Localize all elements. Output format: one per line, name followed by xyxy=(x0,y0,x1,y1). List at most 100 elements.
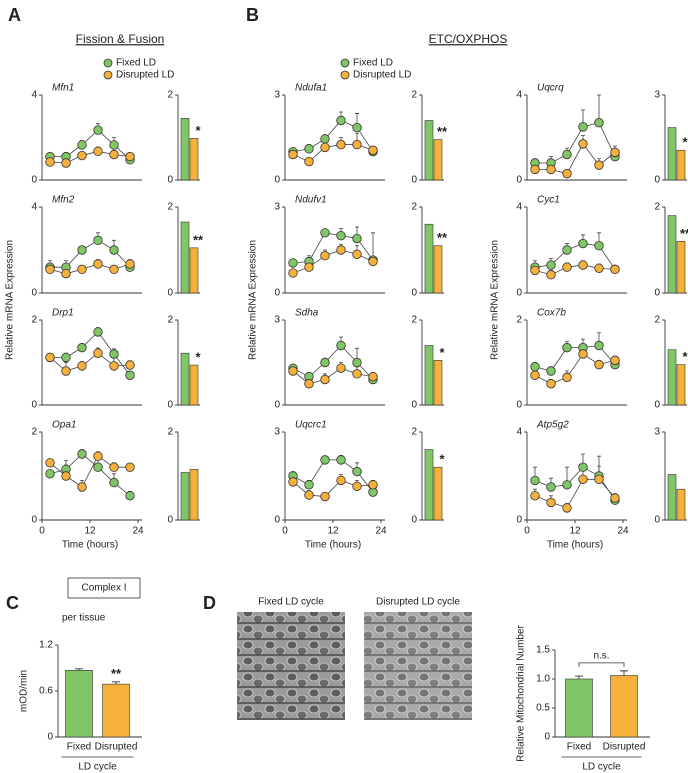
data-point xyxy=(93,146,103,157)
legend-marker xyxy=(103,70,113,80)
data-point xyxy=(93,235,103,246)
data-point xyxy=(320,142,330,153)
data-point xyxy=(320,374,330,385)
y-tick-label: 2 xyxy=(411,315,417,326)
bar xyxy=(424,120,434,181)
data-point xyxy=(352,122,362,133)
data-point xyxy=(336,475,346,486)
bar xyxy=(180,118,190,181)
bar xyxy=(189,364,199,406)
y-tick-label: 0 xyxy=(654,175,660,186)
legend-label: Fixed LD xyxy=(353,58,393,69)
data-point xyxy=(109,361,119,371)
y-tick-label: 0 xyxy=(516,175,522,186)
data-point xyxy=(562,262,572,272)
y-tick-label: 0 xyxy=(31,175,37,186)
y-tick-label: 0 xyxy=(411,288,417,299)
data-point xyxy=(336,139,346,150)
bar xyxy=(433,466,443,521)
y-tick-label: 2 xyxy=(31,315,37,326)
data-point xyxy=(610,264,620,275)
data-point xyxy=(562,168,572,179)
y-tick-label: 0 xyxy=(31,288,37,299)
data-point xyxy=(546,270,556,280)
chart-subtitle: per tissue xyxy=(62,613,106,624)
data-point xyxy=(109,477,119,488)
bar xyxy=(676,488,686,521)
data-point xyxy=(336,363,346,373)
x-tick-label: Fixed xyxy=(567,742,591,753)
y-tick-label: 3 xyxy=(654,90,660,101)
bar xyxy=(676,364,686,406)
bar xyxy=(667,215,677,294)
y-tick-label: 0 xyxy=(167,175,173,186)
y-tick-label: 4 xyxy=(31,202,37,213)
y-tick-label: 0 xyxy=(31,400,37,411)
data-point xyxy=(45,264,55,275)
x-tick-label: 0 xyxy=(524,526,530,537)
data-point xyxy=(109,245,119,255)
data-point xyxy=(610,355,620,366)
data-point xyxy=(45,352,55,363)
data-point xyxy=(288,258,298,268)
image-label: Fixed LD cycle xyxy=(258,597,324,608)
bar xyxy=(565,678,593,738)
y-tick-label: 0 xyxy=(411,400,417,411)
y-tick-label: 2 xyxy=(167,202,173,213)
y-tick-label: 0 xyxy=(31,515,37,526)
data-point xyxy=(61,366,71,376)
y-tick-label: 0 xyxy=(516,288,522,299)
data-point xyxy=(352,369,362,379)
data-point xyxy=(578,139,588,149)
data-point xyxy=(77,342,87,353)
y-tick-label: 1.0 xyxy=(536,674,550,685)
micrograph xyxy=(364,612,472,720)
legend-marker xyxy=(103,58,113,68)
data-point xyxy=(352,481,362,491)
legend-marker xyxy=(340,58,350,68)
data-point xyxy=(304,379,314,389)
data-point xyxy=(125,360,135,370)
gene-title: Mfn1 xyxy=(52,83,74,94)
bar xyxy=(189,247,199,294)
data-point xyxy=(368,256,378,267)
y-tick-label: 2 xyxy=(411,90,417,101)
bar xyxy=(433,139,443,181)
y-axis-label: Relative mRNA Expression xyxy=(490,240,501,360)
annotation: * xyxy=(439,345,445,360)
data-point xyxy=(368,371,378,382)
annotation: * xyxy=(195,123,201,138)
data-point xyxy=(304,156,314,167)
gene-title: Ndufa1 xyxy=(295,83,327,94)
y-tick-label: 3 xyxy=(274,315,280,326)
bar xyxy=(424,223,434,294)
gene-title: Drp1 xyxy=(52,308,74,319)
gene-title: Uqcrc1 xyxy=(295,420,327,431)
significance-bracket xyxy=(578,662,625,667)
bar xyxy=(676,149,686,181)
bar xyxy=(189,469,199,521)
data-point xyxy=(562,480,572,490)
data-point xyxy=(77,449,87,459)
data-point xyxy=(530,370,540,380)
gene-title: Cyc1 xyxy=(537,195,560,206)
data-point xyxy=(288,366,298,376)
y-tick-label: 3 xyxy=(274,202,280,213)
gene-title: Opa1 xyxy=(52,420,76,431)
gene-title: Cox7b xyxy=(537,308,566,319)
legend-label: Fixed LD xyxy=(116,58,156,69)
data-point xyxy=(546,482,556,492)
data-point xyxy=(546,379,556,389)
data-point xyxy=(578,238,588,249)
data-point xyxy=(288,149,298,160)
data-point xyxy=(352,233,362,244)
data-point xyxy=(530,491,540,501)
error-bar xyxy=(75,668,83,671)
y-tick-label: 2 xyxy=(167,427,173,438)
data-point xyxy=(578,462,588,472)
data-point xyxy=(125,151,135,162)
y-tick-label: 1.5 xyxy=(536,645,550,656)
bar xyxy=(667,127,677,181)
panel-title: ETC/OXPHOS xyxy=(429,32,508,46)
